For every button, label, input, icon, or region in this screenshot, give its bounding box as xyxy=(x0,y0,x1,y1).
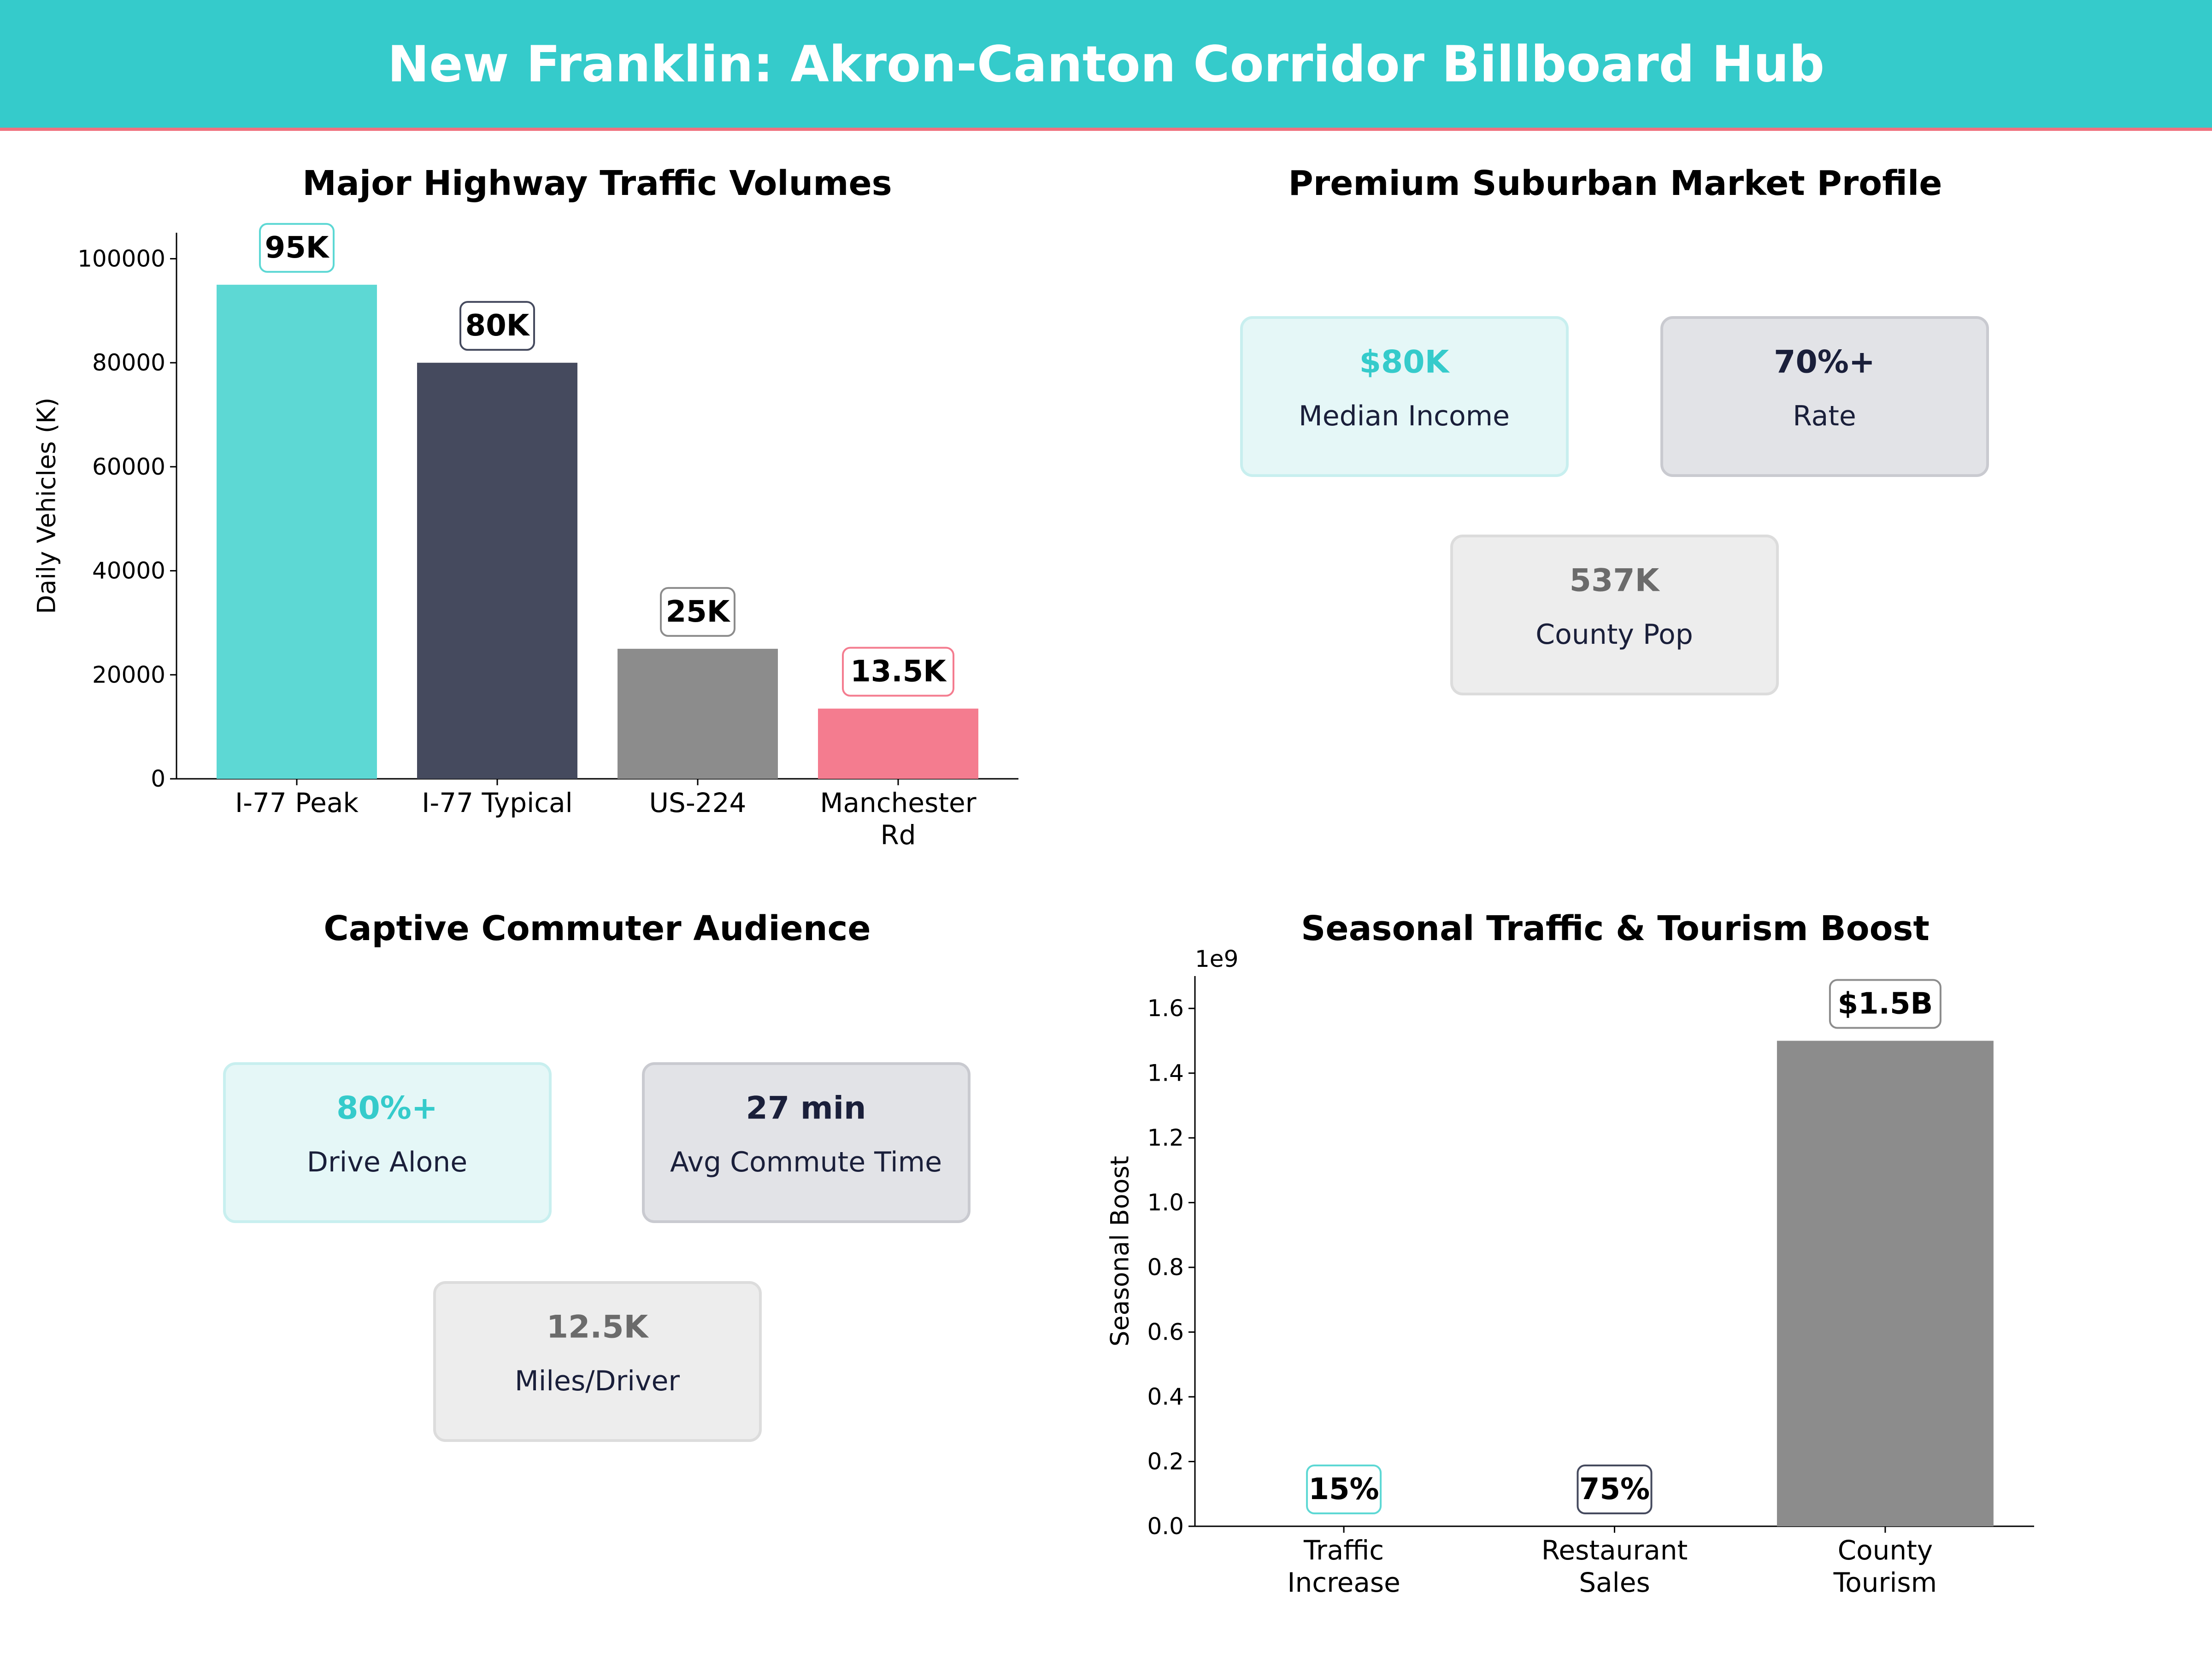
x-tick-label: County Tourism xyxy=(1833,1535,1937,1598)
y-tick-label: 1.2 xyxy=(1147,1124,1184,1151)
y-axis-label: Seasonal Boost xyxy=(1106,1156,1135,1347)
x-tick-label: Traffic Increase xyxy=(1287,1535,1400,1598)
data-label-box xyxy=(660,587,735,637)
market-profile-title: Premium Suburban Market Profile xyxy=(1288,164,1942,203)
traffic-chart-title: Major Highway Traffic Volumes xyxy=(302,164,892,203)
data-label: 80K xyxy=(465,309,530,343)
header-accent-line xyxy=(0,128,2212,131)
commuter-cards: 80%+ Drive Alone 27 min Avg Commute Time 12.… xyxy=(223,1062,971,1442)
x-tick-label: Manchester Rd xyxy=(820,787,976,851)
y-tick-label: 0.6 xyxy=(1147,1319,1184,1346)
stat-card-avg-commute-time: 27 min Avg Commute Time xyxy=(642,1062,971,1223)
y-tick-label: 100000 xyxy=(77,245,165,272)
seasonal-boost-chart: 0.0 0.2 0.4 0.6 0.8 1.0 1.2 1.4 1.6 1e9 Seasonal B… xyxy=(1106,946,2034,1598)
card-label: Miles/Driver xyxy=(515,1365,680,1397)
x-tick-label: Restaurant Sales xyxy=(1541,1535,1688,1598)
data-label-box xyxy=(1577,1465,1653,1514)
card-value: 27 min xyxy=(746,1090,866,1127)
x-tick-label: I-77 Typical xyxy=(422,787,572,818)
card-value: $80K xyxy=(1359,344,1450,381)
y-tick-label: 40000 xyxy=(92,558,165,584)
y-tick-label: 20000 xyxy=(92,661,165,688)
data-label-box xyxy=(459,301,535,351)
y-axis-offset-label: 1e9 xyxy=(1195,946,1238,972)
stat-card-rate: 70%+ Rate xyxy=(1660,316,1989,477)
stat-card-median-income: $80K Median Income xyxy=(1240,316,1569,477)
data-label: 13.5K xyxy=(850,655,947,689)
market-profile-cards: $80K Median Income 70%+ Rate 537K County Pop xyxy=(1240,316,1989,695)
y-tick-label: 80000 xyxy=(92,349,165,376)
header-banner xyxy=(0,0,2212,128)
bar-2 xyxy=(1777,1041,1994,1526)
card-value: 80%+ xyxy=(336,1090,438,1127)
commuter-title: Captive Commuter Audience xyxy=(324,909,871,948)
bar-3 xyxy=(818,708,978,779)
x-tick-label: I-77 Peak xyxy=(235,787,359,818)
y-tick-label: 0.2 xyxy=(1147,1448,1184,1475)
card-label: Rate xyxy=(1793,400,1856,432)
data-label: 15% xyxy=(1308,1472,1379,1506)
y-tick-label: 0.8 xyxy=(1147,1254,1184,1281)
page-title: New Franklin: Akron-Canton Corridor Bill… xyxy=(388,36,1824,94)
y-tick-label: 1.4 xyxy=(1147,1060,1184,1087)
card-background xyxy=(1240,316,1569,477)
data-label-box xyxy=(259,223,335,273)
data-label-box xyxy=(1829,979,1941,1029)
data-label: 25K xyxy=(666,595,731,629)
y-tick-label: 0 xyxy=(151,765,165,792)
card-label: Drive Alone xyxy=(307,1146,467,1178)
seasonal-chart-title: Seasonal Traffic & Tourism Boost xyxy=(1301,909,1930,948)
bar-2 xyxy=(618,648,778,779)
x-tick-label: US-224 xyxy=(649,787,747,818)
bar-0 xyxy=(217,284,377,779)
traffic-volume-chart: 0 20000 40000 60000 80000 100000 Daily Vehicle… xyxy=(32,223,1018,851)
data-label: 75% xyxy=(1579,1472,1650,1506)
data-label: 95K xyxy=(265,231,330,265)
card-label: Median Income xyxy=(1299,400,1510,432)
y-tick-label: 0.4 xyxy=(1147,1383,1184,1410)
card-value: 70%+ xyxy=(1774,344,1875,381)
stat-card-drive-alone: 80%+ Drive Alone xyxy=(223,1062,552,1223)
y-tick-label: 0.0 xyxy=(1147,1513,1184,1540)
card-background xyxy=(433,1281,762,1442)
card-label: County Pop xyxy=(1535,618,1693,651)
stat-card-miles-driver: 12.5K Miles/Driver xyxy=(433,1281,762,1442)
data-label-box xyxy=(842,647,954,697)
card-value: 12.5K xyxy=(547,1309,649,1346)
stat-card-county-pop: 537K County Pop xyxy=(1450,535,1779,695)
card-value: 537K xyxy=(1570,563,1660,599)
data-label: $1.5B xyxy=(1838,987,1933,1021)
data-label-box xyxy=(1306,1465,1382,1514)
y-axis-label: Daily Vehicles (K) xyxy=(32,398,61,614)
card-label: Avg Commute Time xyxy=(670,1146,942,1178)
card-background xyxy=(1450,535,1779,695)
bar-1 xyxy=(417,363,577,779)
y-tick-label: 60000 xyxy=(92,453,165,480)
y-tick-label: 1.0 xyxy=(1147,1189,1184,1216)
card-background xyxy=(1660,316,1989,477)
card-background xyxy=(223,1062,552,1223)
card-background xyxy=(642,1062,971,1223)
y-tick-label: 1.6 xyxy=(1147,995,1184,1022)
